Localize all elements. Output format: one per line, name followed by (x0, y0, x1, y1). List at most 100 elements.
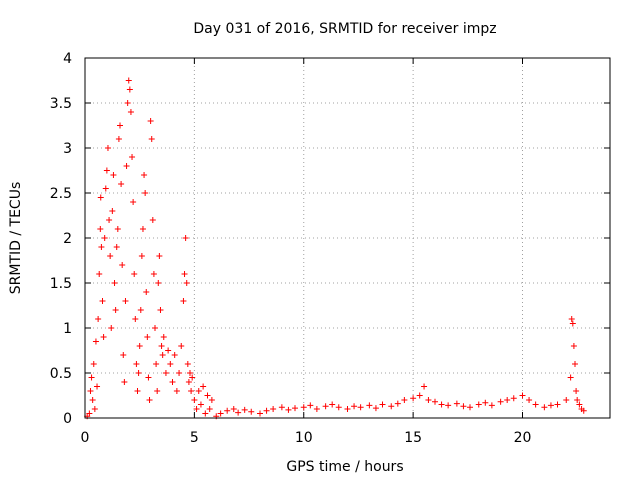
data-point (100, 334, 107, 340)
data-point (197, 401, 204, 408)
data-point (445, 402, 452, 409)
y-tick-label: 4 (63, 51, 72, 67)
data-point (181, 271, 188, 277)
data-point (292, 405, 298, 412)
data-point (90, 361, 97, 367)
data-point (154, 388, 161, 394)
data-point (532, 401, 539, 408)
data-point (132, 316, 139, 322)
data-point (139, 226, 146, 232)
data-point (162, 370, 169, 376)
data-points (84, 77, 587, 420)
data-point (113, 244, 120, 250)
data-point (307, 402, 314, 409)
data-point (153, 361, 160, 367)
data-point (147, 118, 154, 124)
data-point (257, 410, 263, 417)
data-point (519, 392, 526, 399)
data-point (178, 343, 185, 349)
data-point (563, 397, 570, 403)
data-point (497, 398, 504, 405)
data-point (224, 407, 231, 414)
data-point (379, 401, 386, 408)
data-point (141, 172, 148, 178)
data-point (217, 410, 224, 417)
data-point (133, 361, 140, 367)
data-point (576, 401, 583, 408)
data-point (171, 352, 178, 358)
y-axis-label: SRMTID / TECUs (8, 182, 24, 295)
data-point (146, 397, 153, 403)
data-point (102, 185, 109, 192)
data-point (91, 406, 98, 412)
data-point (547, 402, 554, 409)
data-point (122, 298, 129, 304)
tick-marks (84, 57, 610, 419)
data-point (322, 403, 329, 410)
x-tick-label: 0 (81, 430, 90, 446)
data-point (185, 379, 192, 385)
data-point (136, 343, 143, 349)
x-tick-label: 15 (404, 430, 422, 446)
data-point (106, 217, 113, 223)
data-point (118, 181, 125, 187)
data-point (191, 397, 198, 403)
data-point (117, 122, 123, 129)
data-point (155, 280, 162, 286)
y-tick-label: 2.5 (50, 186, 72, 202)
y-tick-label: 0.5 (50, 366, 72, 382)
data-point (129, 154, 136, 160)
data-point (92, 338, 99, 345)
data-point (112, 307, 119, 313)
data-point (195, 388, 202, 394)
data-point (95, 316, 102, 322)
data-point (120, 352, 127, 358)
data-point (475, 401, 482, 408)
data-point (278, 404, 285, 411)
data-point (357, 404, 364, 411)
data-point (204, 392, 211, 399)
data-point (126, 86, 133, 93)
data-point (580, 407, 587, 414)
data-point (335, 404, 342, 411)
data-point (103, 167, 110, 174)
y-tick-label: 3 (63, 141, 72, 157)
data-point (107, 253, 114, 259)
data-point (572, 361, 578, 367)
data-point (131, 271, 138, 277)
data-point (200, 383, 207, 390)
data-point (187, 370, 193, 376)
y-tick-label: 1 (63, 321, 72, 337)
data-point (165, 347, 172, 354)
data-point (167, 361, 174, 367)
data-point (188, 388, 195, 394)
y-tick-label: 0 (63, 411, 72, 427)
data-point (570, 343, 577, 349)
data-point (87, 388, 94, 394)
data-point (88, 374, 95, 381)
data-point (263, 407, 270, 414)
data-point (488, 402, 495, 409)
data-point (104, 145, 111, 151)
data-point (149, 217, 156, 223)
data-point (388, 403, 395, 410)
data-point (109, 208, 116, 214)
data-point (145, 374, 152, 381)
grid (85, 58, 610, 418)
data-point (568, 316, 575, 322)
data-point (156, 253, 163, 259)
data-point (135, 370, 142, 376)
data-point (270, 406, 277, 412)
data-point (97, 226, 104, 232)
data-point (119, 262, 126, 268)
x-tick-label: 5 (190, 430, 199, 446)
data-point (159, 352, 166, 358)
data-point (89, 397, 96, 403)
data-point (101, 235, 108, 241)
data-point (569, 320, 576, 327)
data-point (86, 410, 93, 417)
data-point (134, 388, 141, 394)
y-tick-label: 3.5 (50, 96, 72, 112)
x-axis-label: GPS time / hours (286, 459, 403, 475)
